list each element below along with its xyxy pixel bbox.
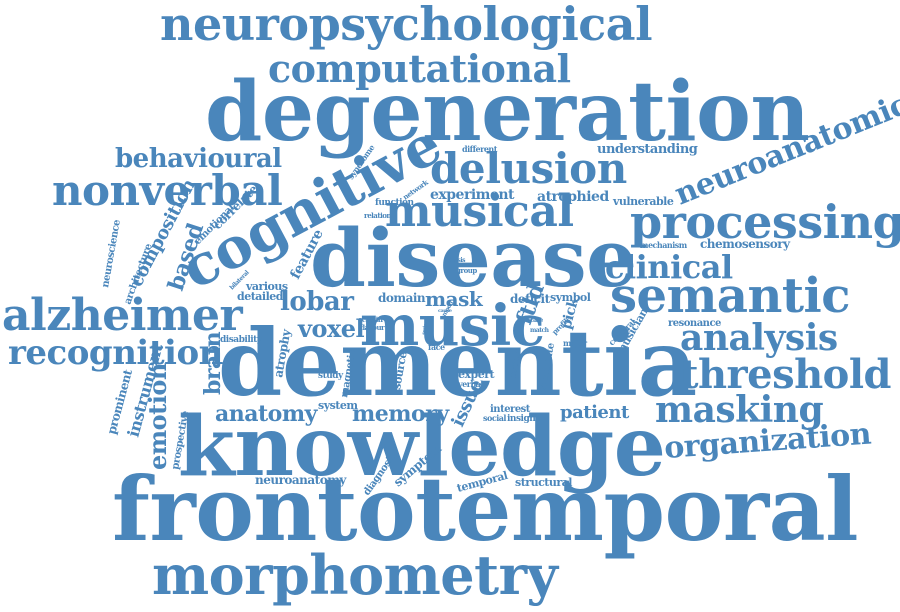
word-patient: patient bbox=[560, 402, 630, 423]
word-expert: expert bbox=[458, 368, 496, 381]
word-disease: disease bbox=[310, 211, 637, 305]
word-semantic: semantic bbox=[610, 268, 850, 324]
word-chemosensory: chemosensory bbox=[700, 237, 791, 251]
word-analysis: analysis bbox=[680, 317, 838, 359]
word-cause: cause bbox=[438, 308, 452, 314]
word-face: face bbox=[428, 342, 445, 352]
word-voxel: voxel bbox=[297, 314, 365, 343]
word-threshold: threshold bbox=[680, 351, 892, 398]
word-match: match bbox=[530, 327, 550, 334]
word-case: case bbox=[530, 317, 543, 324]
word-different: different bbox=[462, 144, 498, 154]
word-study: study bbox=[318, 371, 344, 381]
word-relation: relation bbox=[364, 211, 391, 220]
word-insight: insight bbox=[507, 414, 540, 424]
word-thesis: thesis bbox=[448, 257, 466, 264]
word-atrophied: atrophied bbox=[537, 189, 609, 205]
word-group: group bbox=[456, 266, 477, 275]
word-system: system bbox=[318, 399, 358, 412]
word-knowledge: knowledge bbox=[178, 399, 665, 495]
word-vulnerable: vulnerable bbox=[612, 195, 674, 208]
word-interest: interest bbox=[490, 404, 531, 415]
word-lobar: lobar bbox=[280, 287, 354, 317]
word-anatomy: anatomy bbox=[215, 401, 319, 427]
word-major: major bbox=[563, 338, 588, 348]
word-series: series bbox=[421, 320, 429, 335]
word-understanding: understanding bbox=[597, 142, 698, 157]
word-symbol: symbol bbox=[550, 291, 591, 304]
word-frontotemporal: frontotemporal bbox=[112, 457, 858, 561]
word-certain: certain bbox=[358, 315, 383, 324]
word-dementia: dementia bbox=[218, 309, 697, 417]
word-music: music bbox=[360, 293, 544, 359]
word-various: various bbox=[245, 280, 288, 293]
word-resonance: resonance bbox=[668, 318, 721, 329]
word-mechanism: mechanism bbox=[640, 240, 688, 250]
word-clinical: clinical bbox=[605, 248, 733, 286]
word-alzheimer: alzheimer bbox=[2, 290, 243, 341]
word-computational: computational bbox=[268, 46, 571, 91]
word-neuroscience: neuroscience bbox=[100, 219, 123, 288]
word-detailed: detailed bbox=[237, 290, 284, 303]
word-morphometry: morphometry bbox=[152, 543, 560, 607]
word-mask: mask bbox=[425, 287, 484, 311]
word-processing: processing bbox=[630, 195, 900, 249]
word-memory: memory bbox=[352, 401, 450, 427]
word-brain: brain bbox=[200, 331, 226, 395]
word-nonverbal: nonverbal bbox=[52, 166, 282, 215]
word-function: function bbox=[375, 198, 415, 208]
word-delusion: delusion bbox=[430, 144, 627, 193]
word-experiment: experiment bbox=[430, 187, 515, 203]
word-flavour: flavour bbox=[360, 323, 385, 332]
word-verbal: verbal bbox=[457, 379, 483, 389]
word-recognition: recognition bbox=[8, 333, 223, 373]
word-behavioural: behavioural bbox=[115, 144, 282, 174]
word-emotion: emotion bbox=[143, 363, 172, 470]
word-neuropsychological: neuropsychological bbox=[160, 0, 652, 51]
word-disability: disability bbox=[220, 335, 263, 345]
word-masking: masking bbox=[655, 389, 823, 431]
word-social: social bbox=[483, 413, 506, 423]
word-musical: musical bbox=[385, 186, 574, 237]
word-degeneration: degeneration bbox=[205, 64, 809, 160]
word-domain: domain bbox=[378, 291, 426, 305]
word-neuroanatomy: neuroanatomy bbox=[255, 473, 347, 487]
word-structural: structural bbox=[515, 476, 572, 489]
word-deficit: deficit bbox=[510, 292, 551, 306]
